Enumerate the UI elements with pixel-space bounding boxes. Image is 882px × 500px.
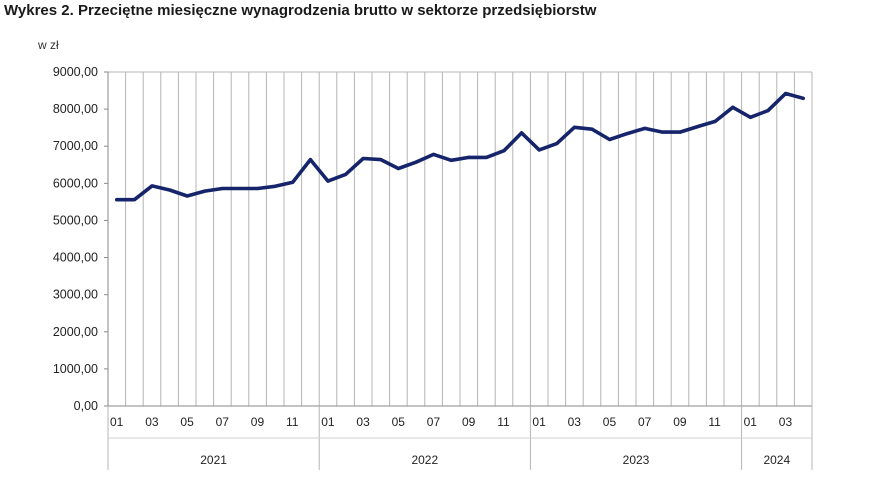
data-point [801,96,805,100]
axes [104,71,813,470]
x-tick-label: 09 [462,415,476,429]
data-point [273,184,277,188]
y-tick-label: 3000,00 [53,288,98,302]
year-label: 2024 [763,453,790,467]
data-point [432,152,436,156]
data-point [379,157,383,162]
x-tick-label: 03 [779,415,793,429]
x-tick-label: 07 [638,415,652,429]
x-tick-label: 05 [392,415,406,429]
data-point [115,198,119,202]
data-point [784,91,788,96]
data-point [203,189,207,193]
x-tick-label: 09 [251,415,265,429]
x-tick-label: 11 [497,415,510,429]
data-point [643,126,647,131]
data-point [326,179,330,183]
x-tick-label: 01 [321,415,335,429]
x-tick-label: 09 [673,415,687,429]
data-point [766,108,770,113]
y-tick-label: 2000,00 [53,325,98,339]
x-tick-labels: 01 03 05 07 09 11 01 03 05 07 09 11 01 03 05 07 09 11 01 03 [110,415,792,429]
y-tick-label: 5000,00 [53,213,98,227]
year-label: 2022 [411,453,438,467]
y-tick-label: 1000,00 [53,362,98,376]
data-point [625,132,629,136]
x-tick-label: 03 [568,415,582,429]
y-tick-label: 4000,00 [53,251,98,265]
data-point [520,131,524,135]
x-tick-label: 07 [427,415,441,429]
y-tick-label: 8000,00 [53,102,98,116]
x-tick-label: 11 [286,415,299,429]
data-point [608,137,612,142]
year-labels: 2021 2022 2023 2024 [200,453,790,467]
y-tick-label: 0,00 [74,399,98,413]
data-point [291,180,295,184]
y-axis-unit-label: w zł [38,38,59,52]
x-tick-label: 05 [603,415,617,429]
y-tick-label: 6000,00 [53,176,98,190]
data-point [220,186,224,191]
data-point [344,172,348,177]
data-point [572,125,577,129]
data-point [308,157,312,162]
year-label: 2021 [200,453,227,467]
data-point [537,148,541,152]
y-tick-label: 9000,00 [53,65,98,79]
data-point [168,188,172,192]
data-point [748,115,753,119]
data-point [238,186,242,191]
data-point [256,186,260,191]
x-tick-label: 01 [110,415,124,429]
x-tick-label: 03 [145,415,159,429]
data-point [132,198,136,202]
data-point [414,160,418,164]
x-tick-label: 11 [708,415,721,429]
y-tick-labels: 0,00 1000,00 2000,00 3000,00 4000,00 5000,00 6… [53,65,98,413]
year-label: 2023 [623,453,650,467]
series-line [115,91,806,202]
x-tick-label: 01 [532,415,546,429]
data-point [484,155,488,159]
data-point [449,158,453,162]
x-tick-label: 05 [180,415,194,429]
data-point [678,130,682,134]
chart-title: Wykres 2. Przeciętne miesięczne wynagrod… [4,2,597,19]
data-point [361,156,365,161]
data-point [696,124,700,129]
data-point [502,149,506,153]
series-layer [115,91,806,202]
grid-lines [107,71,813,406]
y-tick-label: 7000,00 [53,139,98,153]
data-point [660,130,665,134]
x-tick-label: 03 [356,415,370,429]
data-point [555,142,559,146]
x-tick-label: 01 [744,415,758,429]
data-point [590,127,594,131]
data-point [150,184,154,188]
data-point [467,155,471,159]
data-point [185,194,189,198]
x-tick-label: 07 [216,415,230,429]
data-point [713,119,717,123]
data-point [396,166,400,171]
data-point [731,105,735,109]
